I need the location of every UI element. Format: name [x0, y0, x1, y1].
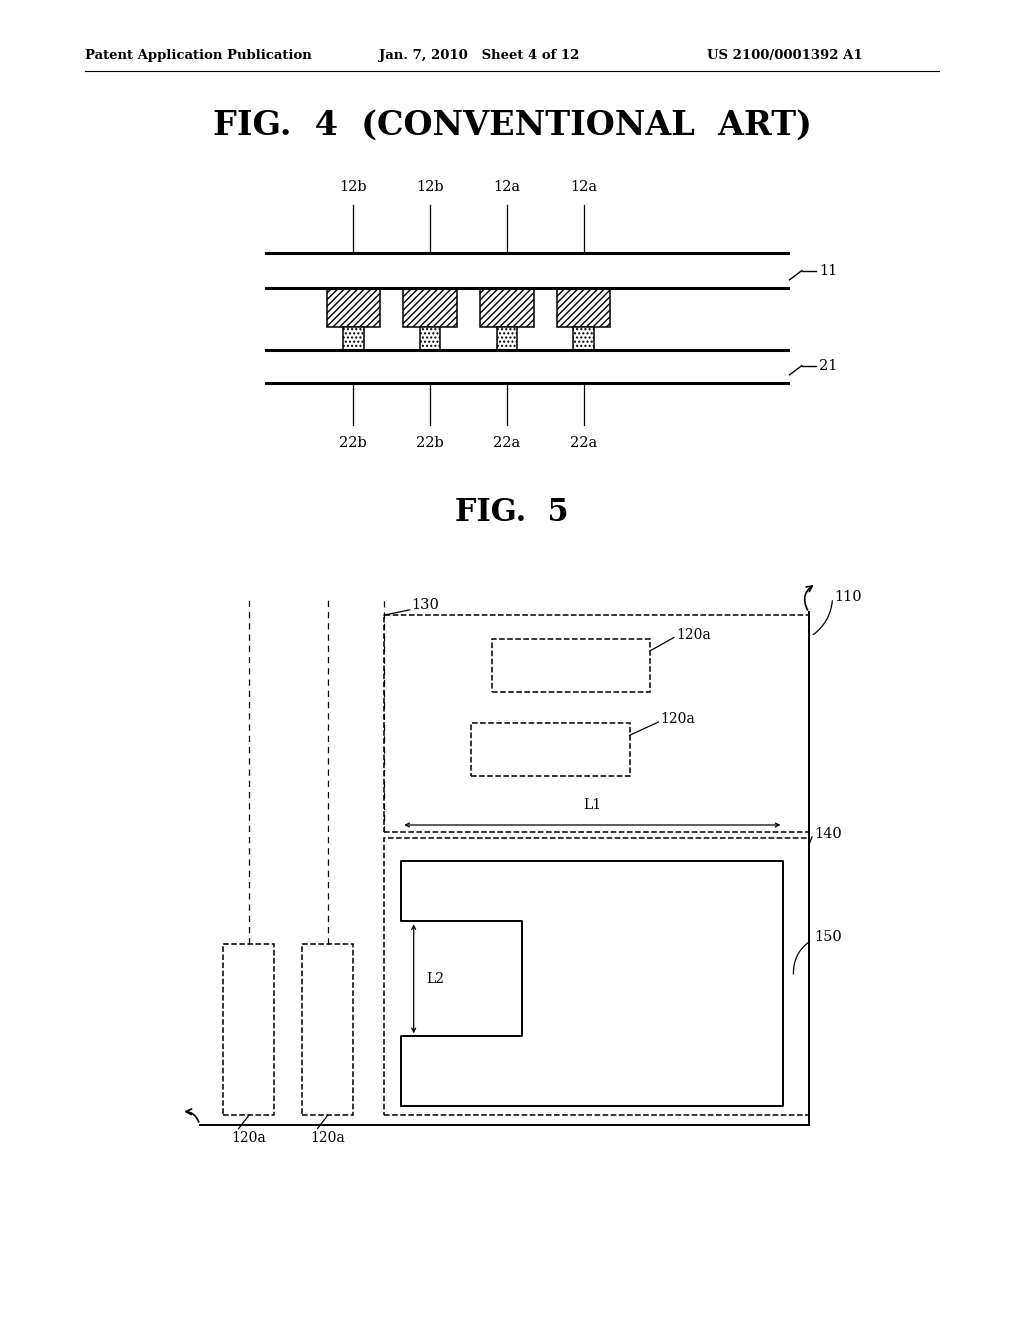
Text: 130: 130: [412, 598, 439, 611]
Text: 120a: 120a: [231, 1131, 266, 1146]
Text: L2: L2: [426, 972, 444, 986]
Bar: [573, 327, 594, 350]
Bar: [327, 288, 380, 327]
Bar: [403, 288, 457, 327]
Text: Patent Application Publication: Patent Application Publication: [85, 49, 311, 62]
Text: 110: 110: [835, 590, 862, 603]
Text: 22b: 22b: [416, 436, 444, 450]
Text: 21: 21: [819, 359, 838, 372]
Text: 22a: 22a: [570, 436, 597, 450]
Bar: [471, 723, 630, 776]
Bar: [420, 327, 440, 350]
Text: 12b: 12b: [417, 180, 443, 194]
Bar: [343, 327, 364, 350]
Text: 140: 140: [814, 828, 842, 841]
Text: 11: 11: [819, 264, 838, 277]
Bar: [384, 615, 809, 832]
Bar: [384, 838, 809, 1115]
Bar: [223, 944, 274, 1115]
Text: 120a: 120a: [676, 628, 711, 642]
Bar: [497, 327, 517, 350]
Text: 12b: 12b: [340, 180, 367, 194]
Text: FIG.  5: FIG. 5: [456, 496, 568, 528]
Text: FIG.  4  (CONVENTIONAL  ART): FIG. 4 (CONVENTIONAL ART): [213, 108, 811, 141]
Bar: [492, 639, 650, 692]
Text: 22b: 22b: [339, 436, 368, 450]
Bar: [302, 944, 353, 1115]
Text: 120a: 120a: [660, 713, 695, 726]
Bar: [480, 288, 534, 327]
Text: 12a: 12a: [570, 180, 597, 194]
Text: 12a: 12a: [494, 180, 520, 194]
Text: 22a: 22a: [494, 436, 520, 450]
Bar: [557, 288, 610, 327]
Text: L1: L1: [584, 797, 601, 812]
Text: 150: 150: [814, 931, 842, 944]
Text: Jan. 7, 2010   Sheet 4 of 12: Jan. 7, 2010 Sheet 4 of 12: [379, 49, 580, 62]
Text: 120a: 120a: [310, 1131, 345, 1146]
Text: US 2100/0001392 A1: US 2100/0001392 A1: [707, 49, 862, 62]
